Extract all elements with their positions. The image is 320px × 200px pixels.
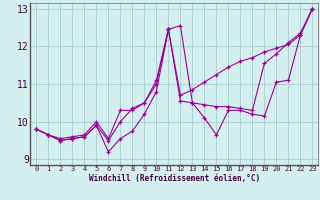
X-axis label: Windchill (Refroidissement éolien,°C): Windchill (Refroidissement éolien,°C) bbox=[89, 174, 260, 183]
